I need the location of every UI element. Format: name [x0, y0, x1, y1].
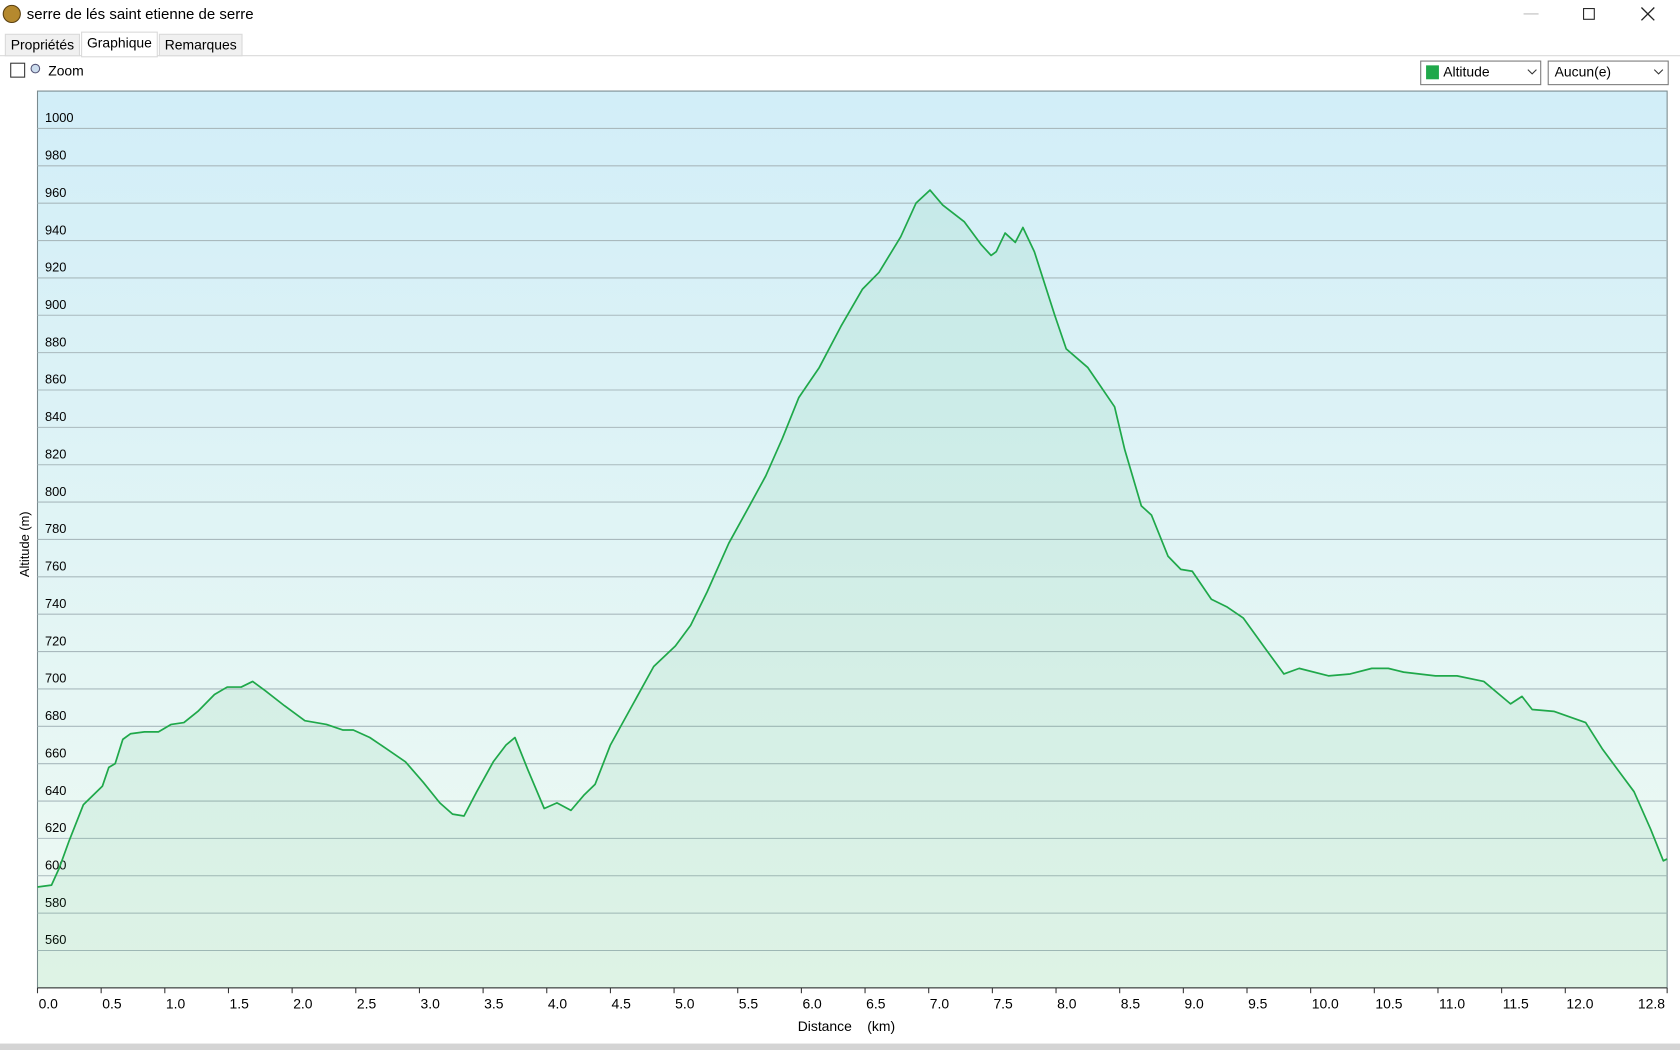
area-fill	[37, 190, 1668, 988]
y-tick-label: 940	[45, 222, 66, 237]
y-tick-label: 820	[45, 446, 66, 461]
x-tick-label: 11.0	[1439, 996, 1465, 1012]
x-tick-label: 3.5	[484, 996, 504, 1012]
y-tick-label: 880	[45, 334, 66, 349]
x-tick-label: 9.5	[1248, 996, 1268, 1012]
x-tick-label: 7.0	[930, 996, 950, 1012]
x-tick-label: 6.5	[866, 996, 886, 1012]
x-tick-label: 8.0	[1057, 996, 1077, 1012]
y-tick-label: 1000	[45, 110, 74, 125]
tab-frame	[158, 33, 243, 57]
x-tick-label: 4.0	[548, 996, 568, 1012]
series-dropdown[interactable]	[1420, 60, 1542, 86]
x-tick-label: 2.0	[293, 996, 313, 1012]
zoom-icon	[30, 63, 41, 74]
y-tick-label: 960	[45, 185, 66, 200]
tab-label: Propriétés	[11, 37, 74, 53]
y-tick-label: 920	[45, 260, 66, 275]
y-tick-label: 800	[45, 484, 66, 499]
tab-label: Remarques	[165, 37, 237, 53]
close-button[interactable]	[1640, 7, 1655, 21]
y-tick-label: 740	[45, 596, 66, 611]
tab[interactable]: Graphique	[81, 31, 158, 58]
x-tick-label: 7.5	[993, 996, 1013, 1012]
second-dropdown[interactable]	[1547, 60, 1669, 86]
y-tick-label: 900	[45, 297, 66, 312]
altitude-line	[37, 189, 1668, 888]
x-tick-label: 11.5	[1503, 996, 1529, 1012]
tab-frame	[4, 33, 80, 57]
series-swatch	[1426, 65, 1439, 80]
x-tick-label: 12.0	[1566, 996, 1593, 1012]
y-tick-label: 640	[45, 783, 66, 798]
y-tick-label: 580	[45, 895, 66, 910]
x-tick-label: 9.0	[1184, 996, 1204, 1012]
x-tick-label: 0.0	[39, 996, 59, 1012]
x-tick-label: 10.5	[1375, 996, 1402, 1012]
x-tick-label: 10.0	[1312, 996, 1339, 1012]
tab-label: Graphique	[87, 35, 152, 51]
x-tick-label: 4.5	[611, 996, 631, 1012]
y-tick-label: 660	[45, 745, 66, 760]
y-tick-label: 560	[45, 932, 66, 947]
x-tick-label: 0.5	[102, 996, 122, 1012]
y-tick-label: 860	[45, 372, 66, 387]
y-tick-label: 680	[45, 708, 66, 723]
dropdown-arrow	[1653, 69, 1664, 75]
second-dropdown-value: Aucun(e)	[1555, 64, 1611, 80]
dropdown-arrow	[1527, 69, 1537, 75]
x-axis-label: Distance (km)	[798, 1018, 895, 1034]
tab[interactable]: Remarques	[158, 33, 243, 57]
y-tick-label: 780	[45, 521, 66, 536]
zoom-checkbox[interactable]	[10, 62, 26, 78]
y-tick-label: 760	[45, 559, 66, 574]
tab[interactable]: Propriétés	[4, 33, 80, 57]
x-tick-label: 8.5	[1121, 996, 1141, 1012]
x-tick-label: 6.0	[802, 996, 822, 1012]
x-tick-label: 1.5	[230, 996, 250, 1012]
tab-frame	[81, 31, 158, 58]
y-tick-label: 700	[45, 671, 66, 686]
y-tick-label: 980	[45, 148, 66, 163]
x-tick-label: 5.5	[739, 996, 759, 1012]
x-tick-label: 1.0	[166, 996, 186, 1012]
restore-button[interactable]	[1583, 8, 1595, 20]
status-bar	[0, 1043, 1680, 1050]
zoom-label: Zoom	[48, 62, 84, 78]
y-axis-label: Altitude (m)	[17, 511, 32, 577]
y-tick-label: 720	[45, 633, 66, 648]
y-tick-label: 620	[45, 820, 66, 835]
app-icon	[2, 4, 21, 24]
y-tick-label: 840	[45, 409, 66, 424]
x-tick-label: 5.0	[675, 996, 695, 1012]
series-dropdown-value: Altitude	[1443, 64, 1490, 80]
x-tick-label: 2.5	[357, 996, 377, 1012]
x-tick-label: 3.0	[421, 996, 441, 1012]
x-tick-label: 12.8	[1638, 996, 1665, 1012]
window-title: serre de lés saint etienne de serre	[27, 6, 254, 23]
